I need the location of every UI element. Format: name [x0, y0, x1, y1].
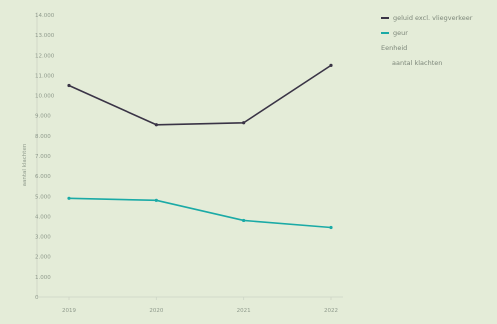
data-point: [154, 198, 158, 202]
y-tick-label: 11.000: [35, 73, 55, 79]
y-tick-label: 3.000: [35, 235, 51, 241]
y-tick-label: 13.000: [35, 33, 55, 39]
series-line-0: [68, 64, 332, 126]
legend-entry-geur: geur: [393, 29, 408, 37]
x-tick-label: 2022: [324, 308, 338, 314]
series-line-1: [68, 197, 332, 229]
series-layer: [67, 63, 333, 230]
x-tick-label: 2020: [149, 308, 163, 314]
y-axis: 0 1.000 2.000 3.000 4.000 5.000 6.000 7.000 8.00…: [35, 12, 55, 301]
data-point: [329, 225, 333, 230]
y-tick-label: 8.000: [35, 134, 51, 140]
data-point: [242, 121, 246, 125]
y-tick-label: 6.000: [35, 174, 51, 180]
y-tick-label: 2.000: [35, 255, 51, 261]
data-point: [329, 63, 333, 67]
y-tick-label: 9.000: [35, 114, 51, 120]
legend: geluid excl. vliegverkeer geur Eenheid a…: [381, 14, 473, 67]
y-tick-label: 10.000: [35, 94, 55, 100]
data-point: [67, 83, 71, 88]
y-tick-label: 7.000: [35, 154, 51, 160]
x-axis: 2019 2020 2021 2022: [37, 296, 343, 314]
y-tick-label: 0: [35, 295, 39, 301]
data-point: [154, 123, 158, 127]
data-point: [242, 218, 246, 223]
data-point: [67, 196, 71, 200]
y-tick-label: 1.000: [35, 275, 51, 281]
y-tick-label: 12.000: [35, 53, 55, 59]
y-tick-label: 14.000: [35, 13, 55, 19]
legend-unit-label: aantal klachten: [392, 59, 442, 67]
x-tick-label: 2019: [62, 308, 76, 314]
legend-group-label: Eenheid: [381, 44, 407, 52]
y-tick-label: 4.000: [35, 214, 51, 220]
y-axis-label: aantal klachten: [22, 143, 28, 186]
legend-entry-geluid: geluid excl. vliegverkeer: [393, 14, 473, 22]
y-tick-label: 5.000: [35, 194, 51, 200]
x-tick-label: 2021: [237, 308, 251, 314]
